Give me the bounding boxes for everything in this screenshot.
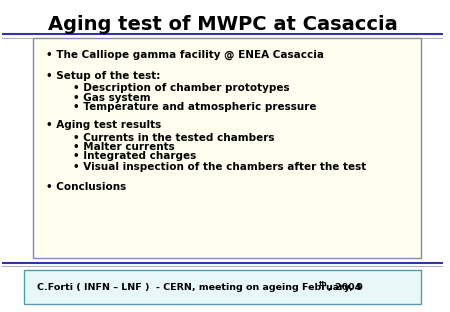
Text: , 2004: , 2004 [328, 283, 361, 292]
Text: • Description of chamber prototypes: • Description of chamber prototypes [72, 83, 289, 93]
Text: • Conclusions: • Conclusions [46, 182, 126, 192]
FancyBboxPatch shape [24, 271, 421, 304]
Text: • Temperature and atmospheric pressure: • Temperature and atmospheric pressure [72, 102, 316, 112]
Text: • Setup of the test:: • Setup of the test: [46, 71, 160, 81]
Text: • Malter currents: • Malter currents [72, 142, 174, 152]
Text: th: th [319, 281, 328, 287]
Text: • Aging test results: • Aging test results [46, 120, 161, 130]
Text: • Gas system: • Gas system [72, 93, 150, 103]
Text: • Currents in the tested chambers: • Currents in the tested chambers [72, 133, 274, 143]
Text: C.Forti ( INFN – LNF )  - CERN, meeting on ageing February, 9: C.Forti ( INFN – LNF ) - CERN, meeting o… [37, 283, 363, 292]
Text: Aging test of MWPC at Casaccia: Aging test of MWPC at Casaccia [48, 15, 397, 34]
Text: • Visual inspection of the chambers after the test: • Visual inspection of the chambers afte… [72, 162, 366, 172]
Text: • The Calliope gamma facility @ ENEA Casaccia: • The Calliope gamma facility @ ENEA Cas… [46, 49, 324, 60]
Text: • Integrated charges: • Integrated charges [72, 151, 196, 161]
FancyBboxPatch shape [33, 38, 421, 258]
